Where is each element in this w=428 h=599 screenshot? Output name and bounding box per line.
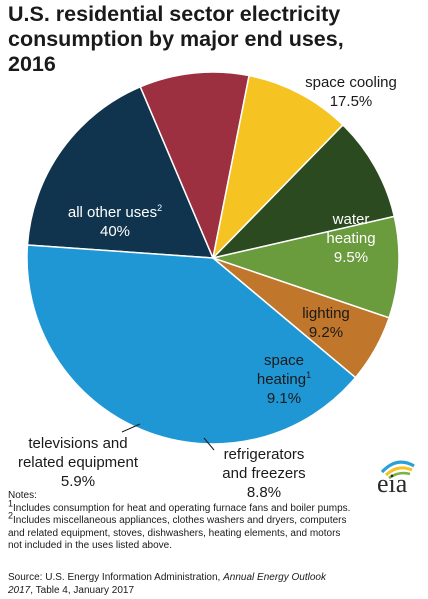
pie-slice-all-other-uses	[26, 244, 357, 445]
leader-line-televisions	[121, 423, 141, 433]
note-2-line: and related equipment, stoves, dishwashe…	[8, 527, 341, 539]
slice-label-all-other-uses: all other uses2 40%	[50, 203, 180, 241]
source-publication-year: 2017	[8, 585, 31, 596]
eia-logo: eia	[374, 458, 420, 498]
slice-name: heating	[326, 230, 376, 247]
pie-slice-space-cooling	[26, 85, 215, 259]
slice-value: 17.5%	[329, 93, 373, 110]
leader-line-refrigerators	[203, 437, 215, 451]
slice-value: 40%	[99, 223, 131, 240]
slice-label-refrigerators: refrigerators and freezers 8.8%	[204, 445, 324, 502]
slice-value: 9.1%	[266, 390, 302, 407]
note-1-text: Includes consumption for heat and operat…	[13, 502, 351, 514]
slice-name: refrigerators	[223, 446, 305, 463]
note-2: 2Includes miscellaneous appliances, clot…	[8, 511, 418, 528]
slice-name-with-note: heating1	[244, 370, 324, 389]
chart-title: U.S. residential sector electricity cons…	[8, 2, 423, 77]
slice-value: 8.8%	[246, 484, 282, 501]
slice-label-space-cooling: space cooling 17.5%	[296, 73, 406, 111]
slice-value: 9.5%	[333, 249, 369, 266]
slice-name: lighting	[302, 305, 350, 322]
slice-name: and freezers	[222, 465, 306, 482]
pie-slice-lighting	[211, 74, 345, 261]
slice-name-with-note: all other uses2	[50, 203, 180, 222]
slice-name: space cooling	[305, 74, 397, 91]
slice-label-lighting: lighting 9.2%	[286, 304, 366, 342]
note-2-line: not included in the uses listed above.	[8, 540, 172, 551]
slice-name: televisions and	[28, 435, 128, 452]
slice-label-televisions: televisions and related equipment 5.9%	[2, 434, 154, 491]
footnote-mark: 2	[157, 203, 163, 213]
slice-name: space	[263, 352, 305, 369]
note-1: 1Includes consumption for heat and opera…	[8, 499, 418, 516]
slice-name: water	[332, 211, 370, 228]
source-suffix: , Table 4, January 2017	[30, 585, 135, 596]
chart-title-line: U.S. residential sector electricity	[8, 2, 341, 26]
source: Source: U.S. Energy Information Administ…	[8, 571, 418, 597]
slice-value: 9.2%	[308, 324, 344, 341]
slice-value: 5.9%	[60, 473, 96, 490]
eia-logo-text: eia	[377, 469, 408, 498]
slice-name: all other uses	[67, 204, 158, 221]
notes: Notes: 1Includes consumption for heat an…	[8, 490, 418, 553]
footnote-mark: 2	[8, 510, 14, 521]
source-publication: Annual Energy Outlook	[223, 572, 326, 583]
slice-label-water-heating: water heating 9.5%	[306, 210, 396, 267]
eia-logo-arc-icon	[380, 460, 415, 480]
notes-heading: Notes:	[8, 490, 37, 501]
note-2-text: Includes miscellaneous appliances, cloth…	[13, 515, 347, 526]
slice-label-space-heating: space heating1 9.1%	[244, 351, 324, 408]
footnote-mark: 1	[306, 370, 312, 380]
source-prefix: Source: U.S. Energy Information Administ…	[8, 572, 224, 583]
slice-name: related equipment	[17, 454, 139, 471]
pie-slice-space-heating	[210, 123, 396, 260]
footnote-mark: 1	[8, 498, 14, 509]
chart-title-line: consumption by major end uses,	[8, 27, 344, 51]
chart-title-line: 2016	[8, 52, 56, 76]
pie-slice-refrigerators-and-freezers	[210, 215, 400, 319]
slice-name: heating	[256, 371, 307, 388]
